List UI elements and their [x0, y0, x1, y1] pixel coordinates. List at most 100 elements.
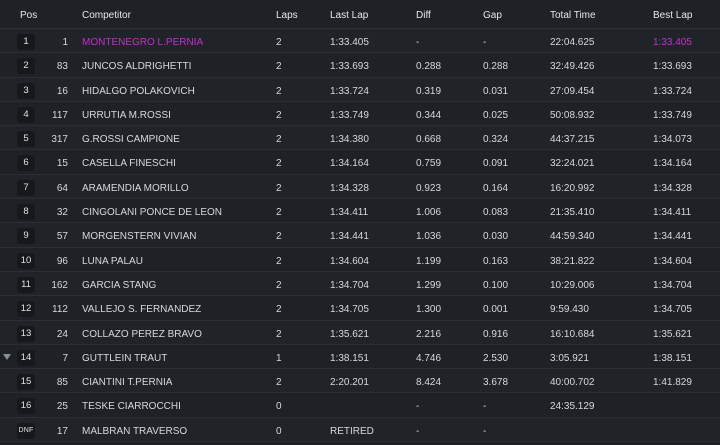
competitor-name[interactable]: TESKE CIARROCCHI — [82, 401, 181, 413]
competitor-name[interactable]: MORGENSTERN VIVIAN — [82, 231, 197, 243]
car-number: 57 — [56, 231, 68, 243]
gap-value: 0.025 — [483, 109, 509, 121]
competitor-name[interactable]: ARAMENDIA MORILLO — [82, 182, 189, 194]
laps-value: 2 — [276, 182, 282, 194]
total-time-value: 9:59.430 — [550, 304, 589, 316]
position-badge: 12 — [17, 301, 35, 318]
gap-value: 0.163 — [483, 255, 509, 267]
table-row[interactable]: 7 64 ARAMENDIA MORILLO 2 1:34.328 0.923 0.164 1… — [0, 174, 720, 200]
diff-value: 1.006 — [416, 207, 442, 219]
position-badge: 14 — [17, 349, 35, 366]
table-row[interactable]: 1 1 MONTENEGRO L.PERNIA 2 1:33.405 - - 22:04.62… — [0, 29, 720, 54]
last-lap-value: 1:34.411 — [330, 207, 369, 219]
table-row[interactable]: 16 25 TESKE CIARROCCHI 0 - - 24:35.129 — [0, 393, 720, 418]
table-row[interactable]: 11 162 GARCIA STANG 2 1:34.704 1.299 0.100 10:2… — [0, 271, 720, 297]
laps-value: 2 — [276, 304, 282, 316]
diff-value: 4.746 — [416, 352, 442, 364]
total-time-value: 24:35.129 — [550, 401, 595, 413]
header-best-lap[interactable]: Best Lap — [653, 10, 693, 21]
diff-value: 0.319 — [416, 85, 442, 97]
last-lap-value: 1:34.380 — [330, 134, 369, 146]
table-row[interactable]: 3 16 HIDALGO POLAKOVICH 2 1:33.724 0.319 0.031… — [0, 77, 720, 102]
competitor-name[interactable]: GARCIA STANG — [82, 279, 157, 291]
car-number: 85 — [56, 377, 68, 389]
competitor-name[interactable]: COLLAZO PEREZ BRAVO — [82, 328, 202, 340]
gap-value: 0.091 — [483, 158, 509, 170]
gap-value: 0.288 — [483, 61, 509, 73]
header-pos[interactable]: Pos — [20, 10, 38, 21]
competitor-name[interactable]: HIDALGO POLAKOVICH — [82, 85, 195, 97]
laps-value: 2 — [276, 158, 282, 170]
diff-value: 1.199 — [416, 255, 442, 267]
car-number: 17 — [56, 425, 68, 437]
position-badge: 8 — [17, 204, 35, 221]
laps-value: 0 — [276, 425, 282, 437]
table-row[interactable]: 5 317 G.ROSSI CAMPIONE 2 1:34.380 0.668 0.324 4… — [0, 126, 720, 151]
gap-value: 0.100 — [483, 279, 509, 291]
header-gap[interactable]: Gap — [483, 10, 502, 21]
position-badge: 5 — [17, 131, 35, 148]
total-time-value: 40:00.702 — [550, 377, 595, 389]
gap-value: 0.324 — [483, 134, 509, 146]
competitor-name[interactable]: MONTENEGRO L.PERNIA — [82, 37, 204, 48]
last-lap-value: 1:34.705 — [330, 304, 369, 316]
best-lap-value: 1:34.705 — [653, 304, 692, 316]
total-time-value: 27:09.454 — [550, 85, 595, 97]
car-number: 96 — [56, 255, 68, 267]
total-time-value: 22:04.625 — [550, 37, 595, 48]
gap-value: - — [483, 425, 487, 437]
competitor-name[interactable]: LUNA PALAU — [82, 255, 143, 267]
competitor-name[interactable]: URRUTIA M.ROSSI — [82, 109, 171, 121]
total-time-value: 38:21.822 — [550, 255, 595, 267]
laps-value: 2 — [276, 207, 282, 219]
table-row[interactable]: 9 57 MORGENSTERN VIVIAN 2 1:34.441 1.036 0.030… — [0, 223, 720, 248]
best-lap-value: 1:35.621 — [653, 328, 692, 340]
car-number: 32 — [56, 207, 68, 219]
table-row[interactable]: 2 83 JUNCOS ALDRIGHETTI 2 1:33.693 0.288 0.288… — [0, 53, 720, 78]
competitor-name[interactable]: GUTTLEIN TRAUT — [82, 352, 168, 364]
table-row[interactable]: 6 15 CASELLA FINESCHI 2 1:34.164 0.759 0.091 32… — [0, 150, 720, 175]
header-diff[interactable]: Diff — [416, 10, 431, 21]
table-row[interactable]: 4 117 URRUTIA M.ROSSI 2 1:33.749 0.344 0.025 50… — [0, 102, 720, 127]
table-row[interactable]: 8 32 CINGOLANI PONCE DE LEON 2 1:34.411 1.006… — [0, 199, 720, 224]
diff-value: 0.923 — [416, 182, 442, 194]
competitor-name[interactable]: MALBRAN TRAVERSO — [82, 425, 188, 437]
best-lap-value: 1:33.405 — [653, 37, 692, 48]
competitor-name[interactable]: CINGOLANI PONCE DE LEON — [82, 207, 223, 219]
car-number: 64 — [56, 182, 68, 194]
best-lap-value: 1:34.411 — [653, 207, 692, 219]
header-last-lap[interactable]: Last Lap — [330, 10, 369, 21]
table-row[interactable]: DNF 17 MALBRAN TRAVERSO 0 RETIRED - - — [0, 417, 720, 443]
diff-value: 0.344 — [416, 109, 442, 121]
best-lap-value: 1:33.693 — [653, 61, 692, 73]
header-competitor[interactable]: Competitor — [82, 10, 131, 21]
total-time-value: 44:37.215 — [550, 134, 595, 146]
table-row[interactable]: 10 96 LUNA PALAU 2 1:34.604 1.199 0.163 38:21.8… — [0, 248, 720, 272]
diff-value: 0.288 — [416, 61, 442, 73]
table-row[interactable]: 15 85 CIANTINI T.PERNIA 2 2:20.201 8.424 3.678… — [0, 369, 720, 394]
competitor-name[interactable]: G.ROSSI CAMPIONE — [82, 134, 180, 146]
table-row[interactable]: 13 24 COLLAZO PEREZ BRAVO 2 1:35.621 2.216 0.9… — [0, 320, 720, 345]
last-lap-value: 1:33.693 — [330, 61, 369, 73]
laps-value: 2 — [276, 255, 282, 267]
last-lap-value: 1:35.621 — [330, 328, 369, 340]
table-row[interactable]: 14 7 GUTTLEIN TRAUT 1 1:38.151 4.746 2.530 3:05… — [0, 345, 720, 370]
car-number: 15 — [56, 158, 68, 170]
position-badge: 6 — [17, 155, 35, 172]
position-badge: 1 — [17, 34, 35, 50]
competitor-name[interactable]: VALLEJO S. FERNANDEZ — [82, 304, 202, 316]
car-number: 25 — [56, 401, 68, 413]
competitor-name[interactable]: CIANTINI T.PERNIA — [82, 377, 173, 389]
competitor-name[interactable]: CASELLA FINESCHI — [82, 158, 176, 170]
competitor-name[interactable]: JUNCOS ALDRIGHETTI — [82, 61, 192, 73]
car-number: 1 — [62, 37, 68, 48]
header-total-time[interactable]: Total Time — [550, 10, 596, 21]
total-time-value: 16:10.684 — [550, 328, 595, 340]
triangle-down-icon[interactable] — [3, 353, 11, 360]
laps-value: 0 — [276, 401, 282, 413]
table-header: Pos Competitor Laps Last Lap Diff Gap To… — [0, 0, 720, 29]
total-time-value: 32:49.426 — [550, 61, 595, 73]
header-laps[interactable]: Laps — [276, 10, 298, 21]
table-row[interactable]: 12 112 VALLEJO S. FERNANDEZ 2 1:34.705 1.300 0… — [0, 296, 720, 321]
